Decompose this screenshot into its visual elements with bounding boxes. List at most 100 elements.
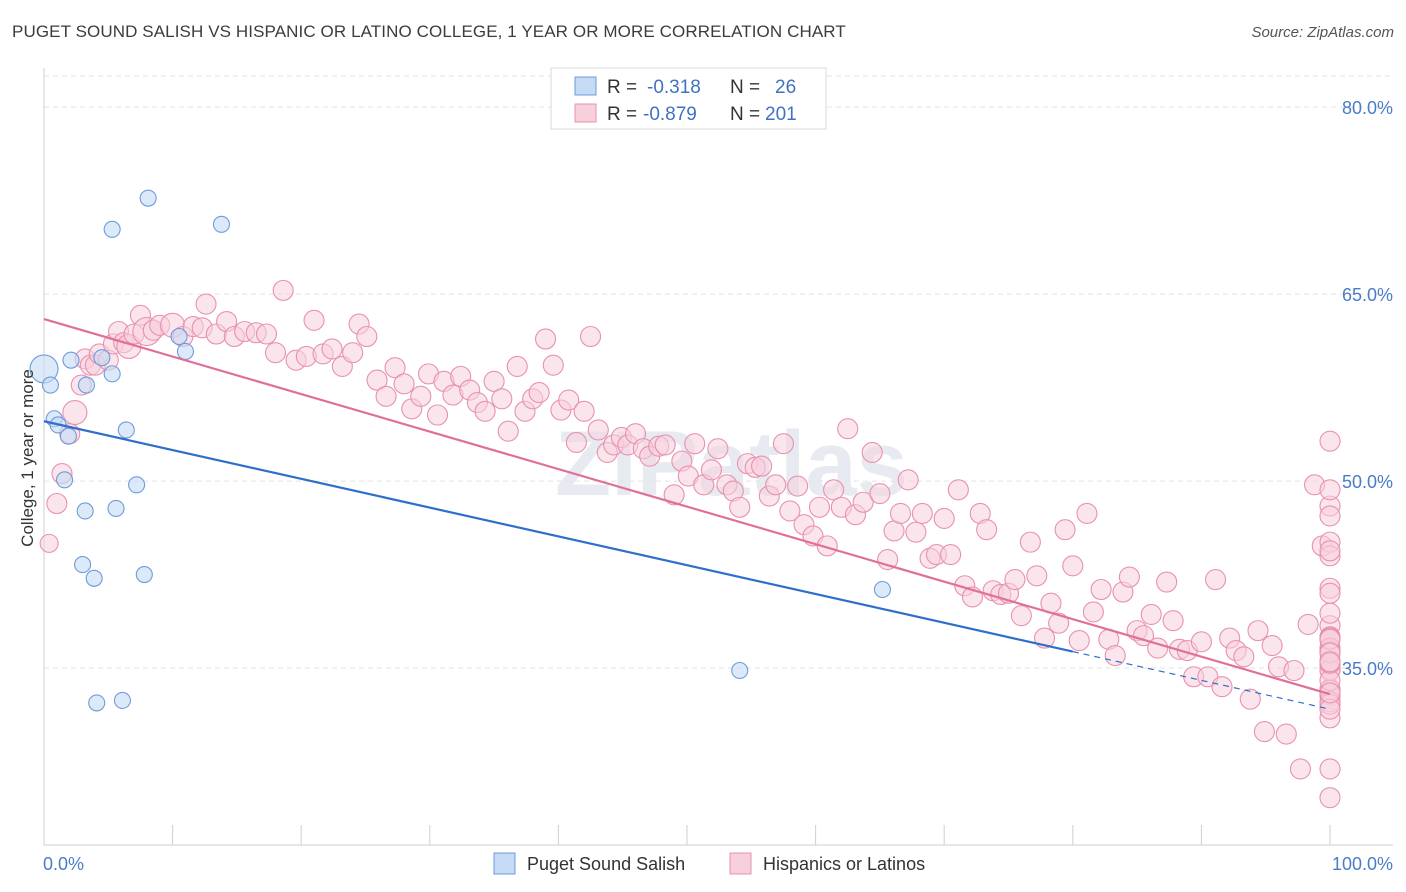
latino-point-95: [772, 433, 795, 455]
latino-point-189: [1319, 582, 1341, 604]
latino-point-69: [579, 325, 602, 348]
salish-point-14: [117, 421, 135, 439]
salish-point-17: [103, 220, 121, 238]
legend-n-label-1: N =: [730, 77, 760, 98]
latino-point-44: [384, 357, 406, 379]
latino-point-136: [1068, 630, 1090, 652]
latino-point-68: [573, 400, 595, 422]
bottom-legend-label-latino: Hispanics or Latinos: [763, 854, 925, 874]
latino-point-104: [837, 418, 859, 440]
latino-point-159: [1233, 646, 1255, 668]
y-tick-label-80: 80.0%: [1342, 98, 1393, 118]
gridlines: [44, 75, 1393, 669]
latino-point-207: [1319, 479, 1341, 501]
salish-point-18: [139, 189, 157, 207]
latino-point-67: [565, 431, 587, 453]
latino-point-174: [1319, 602, 1341, 624]
latino-point-165: [1275, 723, 1297, 745]
legend-swatch-salish: [574, 76, 597, 96]
latino-point-55: [474, 400, 496, 422]
latino-point-35: [303, 309, 325, 331]
latino-point-24: [195, 293, 217, 315]
latino-point-113: [905, 521, 927, 543]
latino-point-64: [542, 354, 564, 376]
latino-point-80: [663, 484, 685, 506]
latino-point-114: [911, 502, 933, 525]
latino-point-210: [1319, 651, 1341, 673]
latino-point-162: [1253, 721, 1275, 743]
latino-point-163: [1261, 635, 1283, 657]
latino-point-166: [1283, 659, 1305, 682]
salish-point-13: [85, 569, 103, 587]
salish-point-5: [56, 471, 74, 489]
latino-point-134: [1054, 519, 1076, 541]
latino-point-85: [700, 459, 722, 481]
latino-point-112: [897, 469, 919, 491]
latino-point-42: [366, 369, 388, 391]
salish-point-19: [212, 215, 231, 233]
salish-point-10: [76, 502, 94, 520]
latino-point-130: [1026, 565, 1048, 587]
latino-point-107: [861, 441, 883, 463]
latino-point-56: [483, 370, 505, 392]
latino-point-57: [491, 388, 513, 410]
salish-trend-line: [43, 420, 1074, 653]
latino-point-37: [321, 338, 343, 360]
trend-lines: [43, 317, 1331, 710]
latino-point-39: [342, 342, 364, 364]
latino-point-30: [255, 323, 278, 345]
latino-point-148: [1156, 571, 1178, 593]
latino-point-156: [1211, 676, 1233, 698]
latino-point-66: [558, 389, 580, 411]
salish-points: [29, 189, 892, 712]
legend-r-label-2: R =: [607, 104, 637, 125]
latino-point-161: [1247, 620, 1269, 642]
latino-point-83: [684, 433, 706, 455]
legend-box: R = -0.318 N = 26 R = -0.879 N = 201: [550, 67, 827, 130]
legend-r-label-1: R =: [607, 77, 637, 98]
latino-point-4: [62, 399, 88, 426]
y-tick-labels: 35.0% 50.0% 65.0% 80.0%: [1342, 98, 1393, 679]
salish-point-11: [107, 499, 125, 518]
latino-point-191: [1319, 787, 1341, 809]
latino-point-149: [1162, 610, 1184, 632]
latino-trend-line: [43, 317, 1331, 696]
latino-point-141: [1104, 645, 1126, 667]
latino-points: [39, 279, 1341, 809]
latino-point-96: [779, 500, 801, 522]
salish-point-22: [113, 691, 131, 709]
salish-point-6: [62, 351, 80, 369]
bottom-legend-label-salish: Puget Sound Salish: [527, 854, 685, 874]
latino-point-133: [1048, 612, 1070, 634]
salish-point-21: [88, 694, 106, 712]
latino-point-97: [787, 475, 809, 497]
latino-point-47: [410, 385, 432, 407]
salish-point-4: [59, 427, 77, 445]
latino-point-117: [933, 507, 955, 530]
legend-n-value-2: 201: [765, 104, 797, 125]
legend-swatch-latino: [574, 103, 597, 123]
latino-point-92: [751, 455, 773, 477]
latino-point-146: [1140, 603, 1162, 625]
latino-point-139: [1090, 578, 1112, 601]
latino-point-155: [1204, 568, 1227, 591]
latino-point-137: [1076, 502, 1098, 525]
latino-point-138: [1082, 601, 1104, 623]
latino-point-208: [1319, 430, 1341, 452]
latino-point-111: [889, 502, 912, 525]
salish-point-1: [41, 376, 59, 394]
latino-point-58: [497, 420, 519, 442]
latino-point-119: [947, 479, 969, 501]
latino-point-129: [1019, 531, 1041, 553]
latino-point-160: [1239, 688, 1261, 710]
latino-point-209: [1319, 540, 1341, 562]
latino-point-123: [976, 519, 998, 541]
bottom-legend: Puget Sound Salish Hispanics or Latinos: [493, 852, 925, 875]
salish-point-23: [170, 327, 188, 346]
latino-point-94: [765, 474, 787, 496]
latino-point-127: [1004, 568, 1026, 591]
latino-point-43: [375, 385, 397, 407]
x-tick-label-min: 0.0%: [43, 854, 84, 874]
latino-point-182: [1319, 758, 1341, 780]
